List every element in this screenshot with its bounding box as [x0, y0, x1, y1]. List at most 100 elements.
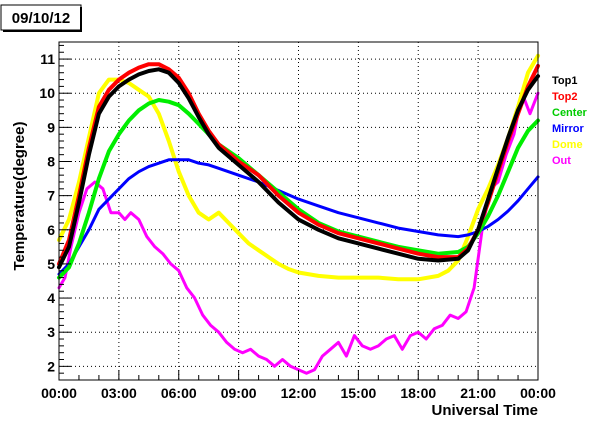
legend: Top1 Top2 Center Mirror Dome Out [552, 75, 588, 167]
data-point-top2 [158, 63, 160, 65]
data-point-dome [187, 194, 190, 197]
data-point-out [425, 338, 428, 340]
data-point-mirror [108, 198, 110, 200]
data-point-out [241, 351, 244, 354]
data-point-dome [487, 188, 489, 190]
data-point-dome [197, 211, 200, 214]
data-point-top2 [237, 160, 240, 163]
data-point-top1 [88, 153, 90, 156]
data-point-center [118, 133, 120, 135]
data-point-top1 [357, 242, 360, 245]
data-point-dome [178, 170, 180, 173]
data-point-mirror [397, 227, 400, 229]
data-point-mirror [437, 234, 440, 236]
data-point-top1 [98, 112, 100, 115]
data-point-dome [108, 78, 110, 81]
data-point-out [329, 348, 332, 351]
data-point-mirror [497, 218, 499, 221]
data-point-dome [148, 95, 150, 98]
data-point-top1 [397, 252, 400, 255]
x-tick-label: 15:00 [340, 385, 376, 401]
data-point-dome [78, 181, 80, 183]
data-point-out [377, 345, 380, 347]
data-point-dome [257, 249, 260, 252]
data-point-out [225, 341, 228, 344]
data-point-top1 [317, 229, 320, 231]
data-point-dome [158, 112, 160, 115]
data-point-dome [237, 232, 240, 234]
data-point-center [437, 252, 440, 255]
data-point-dome [68, 218, 70, 221]
data-point-out [118, 211, 120, 214]
data-point-top2 [417, 252, 420, 255]
data-point-center [88, 211, 90, 214]
data-point-center [237, 157, 240, 159]
y-tick-label: 7 [47, 188, 55, 204]
data-point-mirror [317, 205, 320, 207]
chart-title-box: 09/10/12 [0, 4, 82, 32]
title-box-frame [0, 4, 82, 31]
data-point-center [98, 177, 100, 180]
data-point-dome [397, 278, 400, 281]
data-point-dome [287, 268, 290, 270]
data-point-out [265, 358, 268, 361]
data-point-center [78, 242, 80, 245]
data-point-out [433, 328, 436, 330]
data-point-top1 [377, 247, 380, 250]
data-point-center [108, 150, 110, 153]
data-point-out [361, 345, 364, 347]
y-axis-label: Temperature(degree) [11, 122, 28, 271]
data-point-mirror [118, 188, 120, 190]
data-point-center [158, 99, 160, 101]
data-point-out [345, 355, 348, 357]
data-point-out [497, 181, 499, 183]
data-point-mirror [297, 198, 300, 200]
data-point-out [337, 341, 340, 344]
data-point-dome [98, 92, 100, 94]
data-point-dome [277, 263, 280, 265]
data-point-center [517, 147, 519, 149]
data-point-center [187, 112, 190, 115]
x-tick-label: 18:00 [400, 385, 436, 401]
legend-item-center: Center [552, 107, 588, 119]
y-tick-label: 8 [47, 153, 55, 169]
chart-title: 09/10/12 [12, 10, 70, 27]
data-point-dome [217, 211, 220, 214]
data-point-dome [527, 71, 529, 74]
legend-item-mirror: Mirror [552, 123, 585, 135]
data-point-top1 [197, 116, 200, 118]
data-point-mirror [207, 164, 210, 166]
data-point-dome [477, 208, 479, 211]
data-point-center [457, 251, 460, 253]
x-tick-label: 09:00 [221, 385, 257, 401]
data-point-mirror [197, 162, 200, 164]
data-point-out [130, 211, 132, 214]
legend-item-top1: Top1 [552, 75, 577, 87]
data-point-top1 [507, 136, 509, 139]
data-point-center [138, 109, 140, 112]
data-point-out [185, 287, 188, 289]
data-point-top1 [297, 218, 300, 221]
data-point-top2 [297, 211, 300, 214]
data-point-top2 [138, 66, 140, 69]
data-point-center [497, 194, 499, 197]
data-point-top1 [527, 89, 529, 91]
data-point-top2 [357, 237, 360, 240]
y-tick-label: 6 [47, 222, 55, 238]
data-point-top1 [108, 95, 110, 98]
data-point-top1 [138, 73, 140, 76]
data-point-out [170, 263, 172, 265]
data-point-dome [297, 271, 300, 274]
legend-item-dome: Dome [552, 139, 583, 151]
data-point-top1 [487, 198, 489, 200]
data-point-top2 [317, 223, 320, 226]
data-point-dome [447, 269, 450, 272]
data-point-top1 [78, 201, 80, 204]
data-point-out [233, 348, 236, 351]
data-point-mirror [487, 225, 489, 228]
data-point-dome [267, 256, 270, 258]
data-point-mirror [217, 167, 220, 170]
data-point-out [201, 314, 204, 316]
data-point-center [297, 208, 300, 211]
data-point-mirror [527, 188, 529, 190]
